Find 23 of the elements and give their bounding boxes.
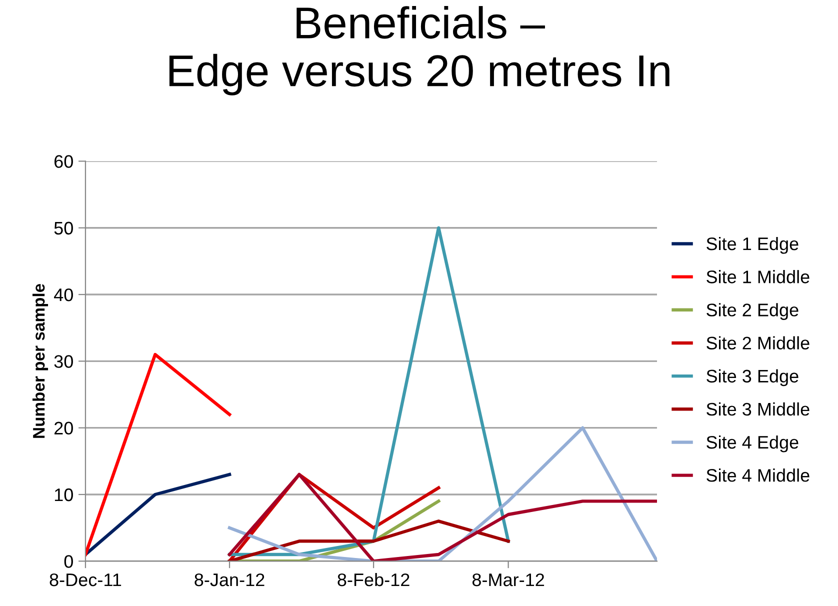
legend-label: Site 2 Edge bbox=[706, 303, 798, 320]
y-tick-label: 50 bbox=[54, 222, 73, 235]
legend-label: Site 4 Middle bbox=[706, 468, 810, 482]
x-tick-label: 8-Mar-12 bbox=[472, 573, 544, 586]
legend-label: Site 2 Middle bbox=[706, 336, 810, 350]
y-tick-label: 20 bbox=[54, 422, 73, 435]
chart-title: Beneficials – Edge versus 20 metres In bbox=[169, 6, 670, 96]
y-tick-label: 0 bbox=[64, 555, 73, 568]
y-tick-label: 10 bbox=[54, 488, 73, 502]
x-tick-label: 8-Jan-12 bbox=[194, 573, 264, 586]
legend-label: Site 3 Middle bbox=[706, 402, 810, 416]
line-series bbox=[228, 472, 657, 562]
y-tick-label: 60 bbox=[54, 155, 73, 168]
legend-label: Site 1 Edge bbox=[706, 236, 798, 254]
x-tick-label: 8-Dec-11 bbox=[50, 573, 122, 586]
line-series bbox=[228, 426, 657, 562]
legend-label: Site 3 Edge bbox=[706, 369, 798, 386]
y-tick-label: 40 bbox=[54, 288, 73, 302]
y-tick-label: 30 bbox=[54, 355, 73, 368]
y-axis-title: Number per sample bbox=[32, 284, 48, 438]
x-tick-label: 8-Feb-12 bbox=[338, 572, 410, 586]
legend-label: Site 1 Middle bbox=[706, 270, 810, 284]
legend-label: Site 4 Edge bbox=[706, 435, 798, 452]
